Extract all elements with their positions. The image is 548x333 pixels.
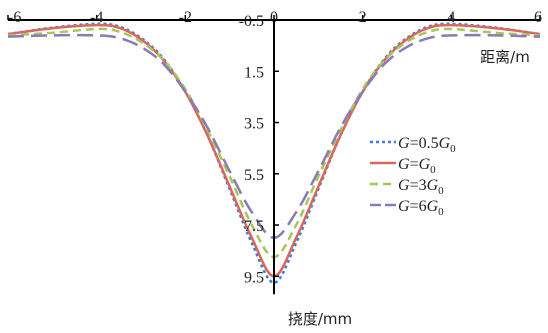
legend-label: G=6G0 xyxy=(398,198,444,218)
y-ticks: -0.5 1.5 3.5 5.5 7.5 9.5 xyxy=(239,13,279,286)
x-tick-label: 6 xyxy=(534,9,542,26)
x-tick-label: -4 xyxy=(90,9,103,26)
x-tick-label: 4 xyxy=(447,9,455,26)
x-axis-title: 距离/m xyxy=(480,48,530,66)
y-tick-label: 5.5 xyxy=(244,167,264,184)
x-ticks: -6 -4 -2 0 2 4 6 xyxy=(7,9,542,26)
x-tick-label: 2 xyxy=(359,9,367,26)
legend-label: G=3G0 xyxy=(398,177,444,197)
x-tick-label: 0 xyxy=(270,9,278,26)
y-tick-label: -0.5 xyxy=(239,13,264,30)
legend-label: G=0.5G0 xyxy=(398,135,456,155)
x-tick-label: -2 xyxy=(179,9,192,26)
y-tick-label: 3.5 xyxy=(244,116,264,133)
x-tick-label: -6 xyxy=(8,9,21,26)
y-tick-label: 7.5 xyxy=(244,218,264,235)
y-tick-label: 9.5 xyxy=(244,269,264,286)
legend-label: G=G0 xyxy=(398,156,436,176)
y-axis-title: 挠度/mm xyxy=(288,310,352,328)
y-tick-label: 1.5 xyxy=(244,64,264,81)
